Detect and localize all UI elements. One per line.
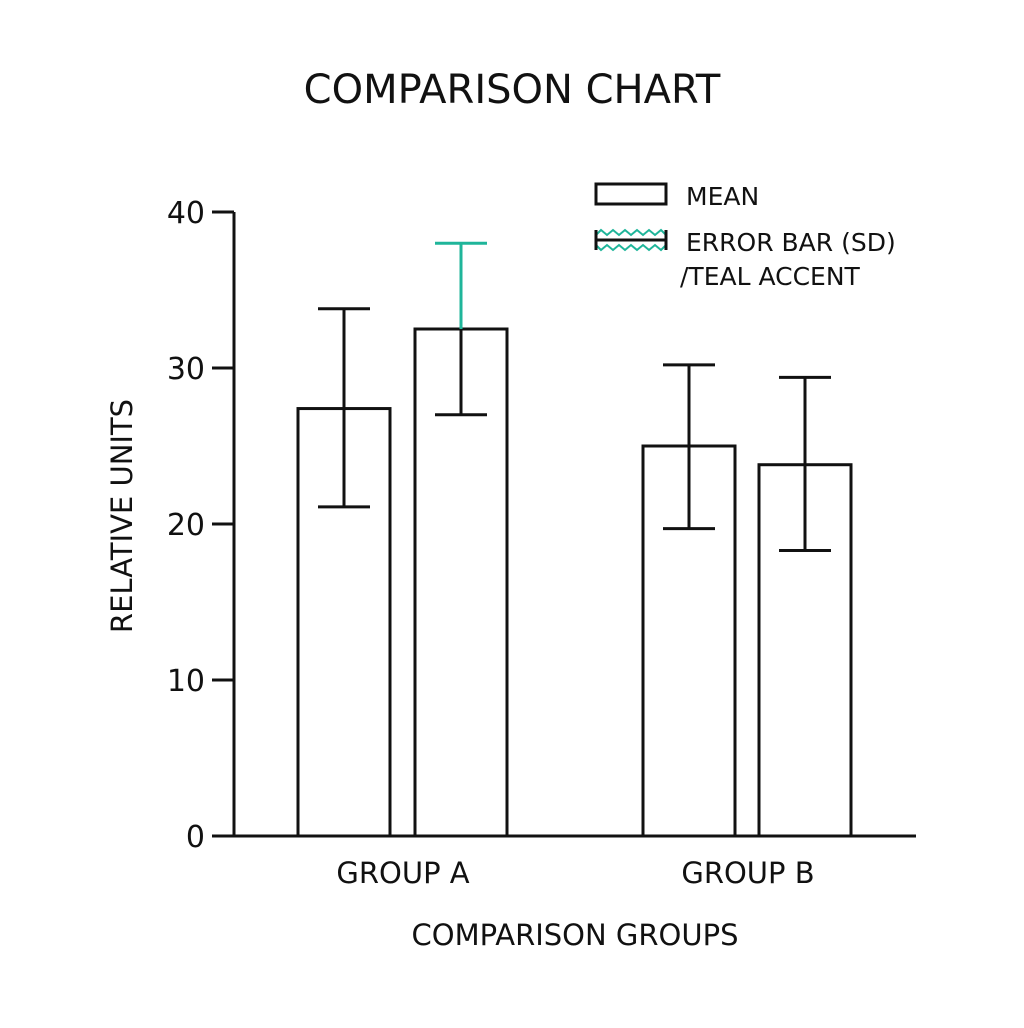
axes: 0 10 20 30 40 GROUP A GROUP B bbox=[167, 196, 916, 890]
y-tick-label: 40 bbox=[167, 196, 205, 231]
y-axis-label: RELATIVE UNITS bbox=[105, 399, 139, 633]
y-tick-label: 0 bbox=[186, 820, 205, 855]
bars bbox=[296, 241, 853, 838]
chart-title: COMPARISON CHART bbox=[304, 67, 721, 113]
legend-swatch-mean bbox=[594, 182, 668, 206]
legend-swatch-error-bar bbox=[594, 228, 668, 252]
legend-label-error-bar-line2: /TEAL ACCENT bbox=[680, 262, 861, 291]
y-tick-label: 20 bbox=[167, 508, 205, 543]
legend-label-error-bar: ERROR BAR (SD) bbox=[686, 228, 896, 257]
x-axis-label: COMPARISON GROUPS bbox=[412, 918, 739, 952]
legend-label-mean: MEAN bbox=[686, 182, 759, 211]
legend: MEAN ERROR BAR (SD) /TEAL ACCENT bbox=[594, 182, 896, 291]
x-tick-label: GROUP A bbox=[336, 856, 469, 890]
y-tick-label: 10 bbox=[167, 664, 205, 699]
y-tick-label: 30 bbox=[167, 352, 205, 387]
x-tick-label: GROUP B bbox=[681, 856, 814, 890]
